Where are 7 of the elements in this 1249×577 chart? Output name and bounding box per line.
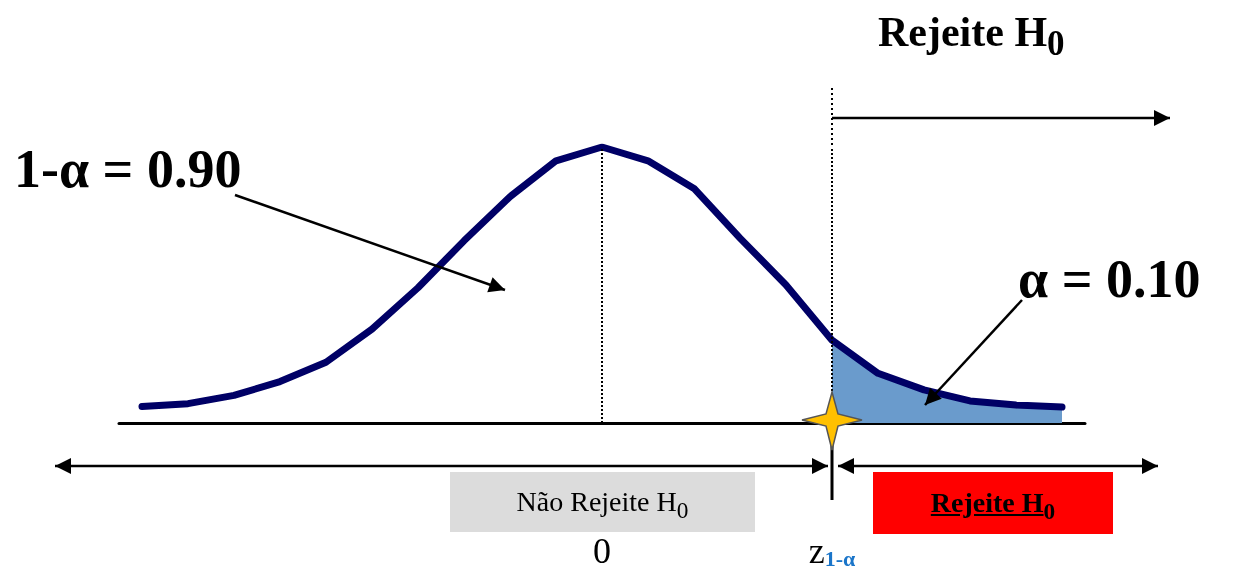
text: Não Rejeite H$_{0}$ [450, 472, 755, 532]
annotation: α = 0.10 [1018, 248, 1201, 310]
annotation: 1-α = 0.90 [14, 138, 242, 200]
x-tick-label: 0 [593, 531, 611, 571]
text: Rejeite H$_{0}$ [873, 472, 1113, 534]
text: Rejeite H$_{0}$ [878, 8, 1065, 65]
x-tick-label: z1-α [808, 531, 857, 571]
